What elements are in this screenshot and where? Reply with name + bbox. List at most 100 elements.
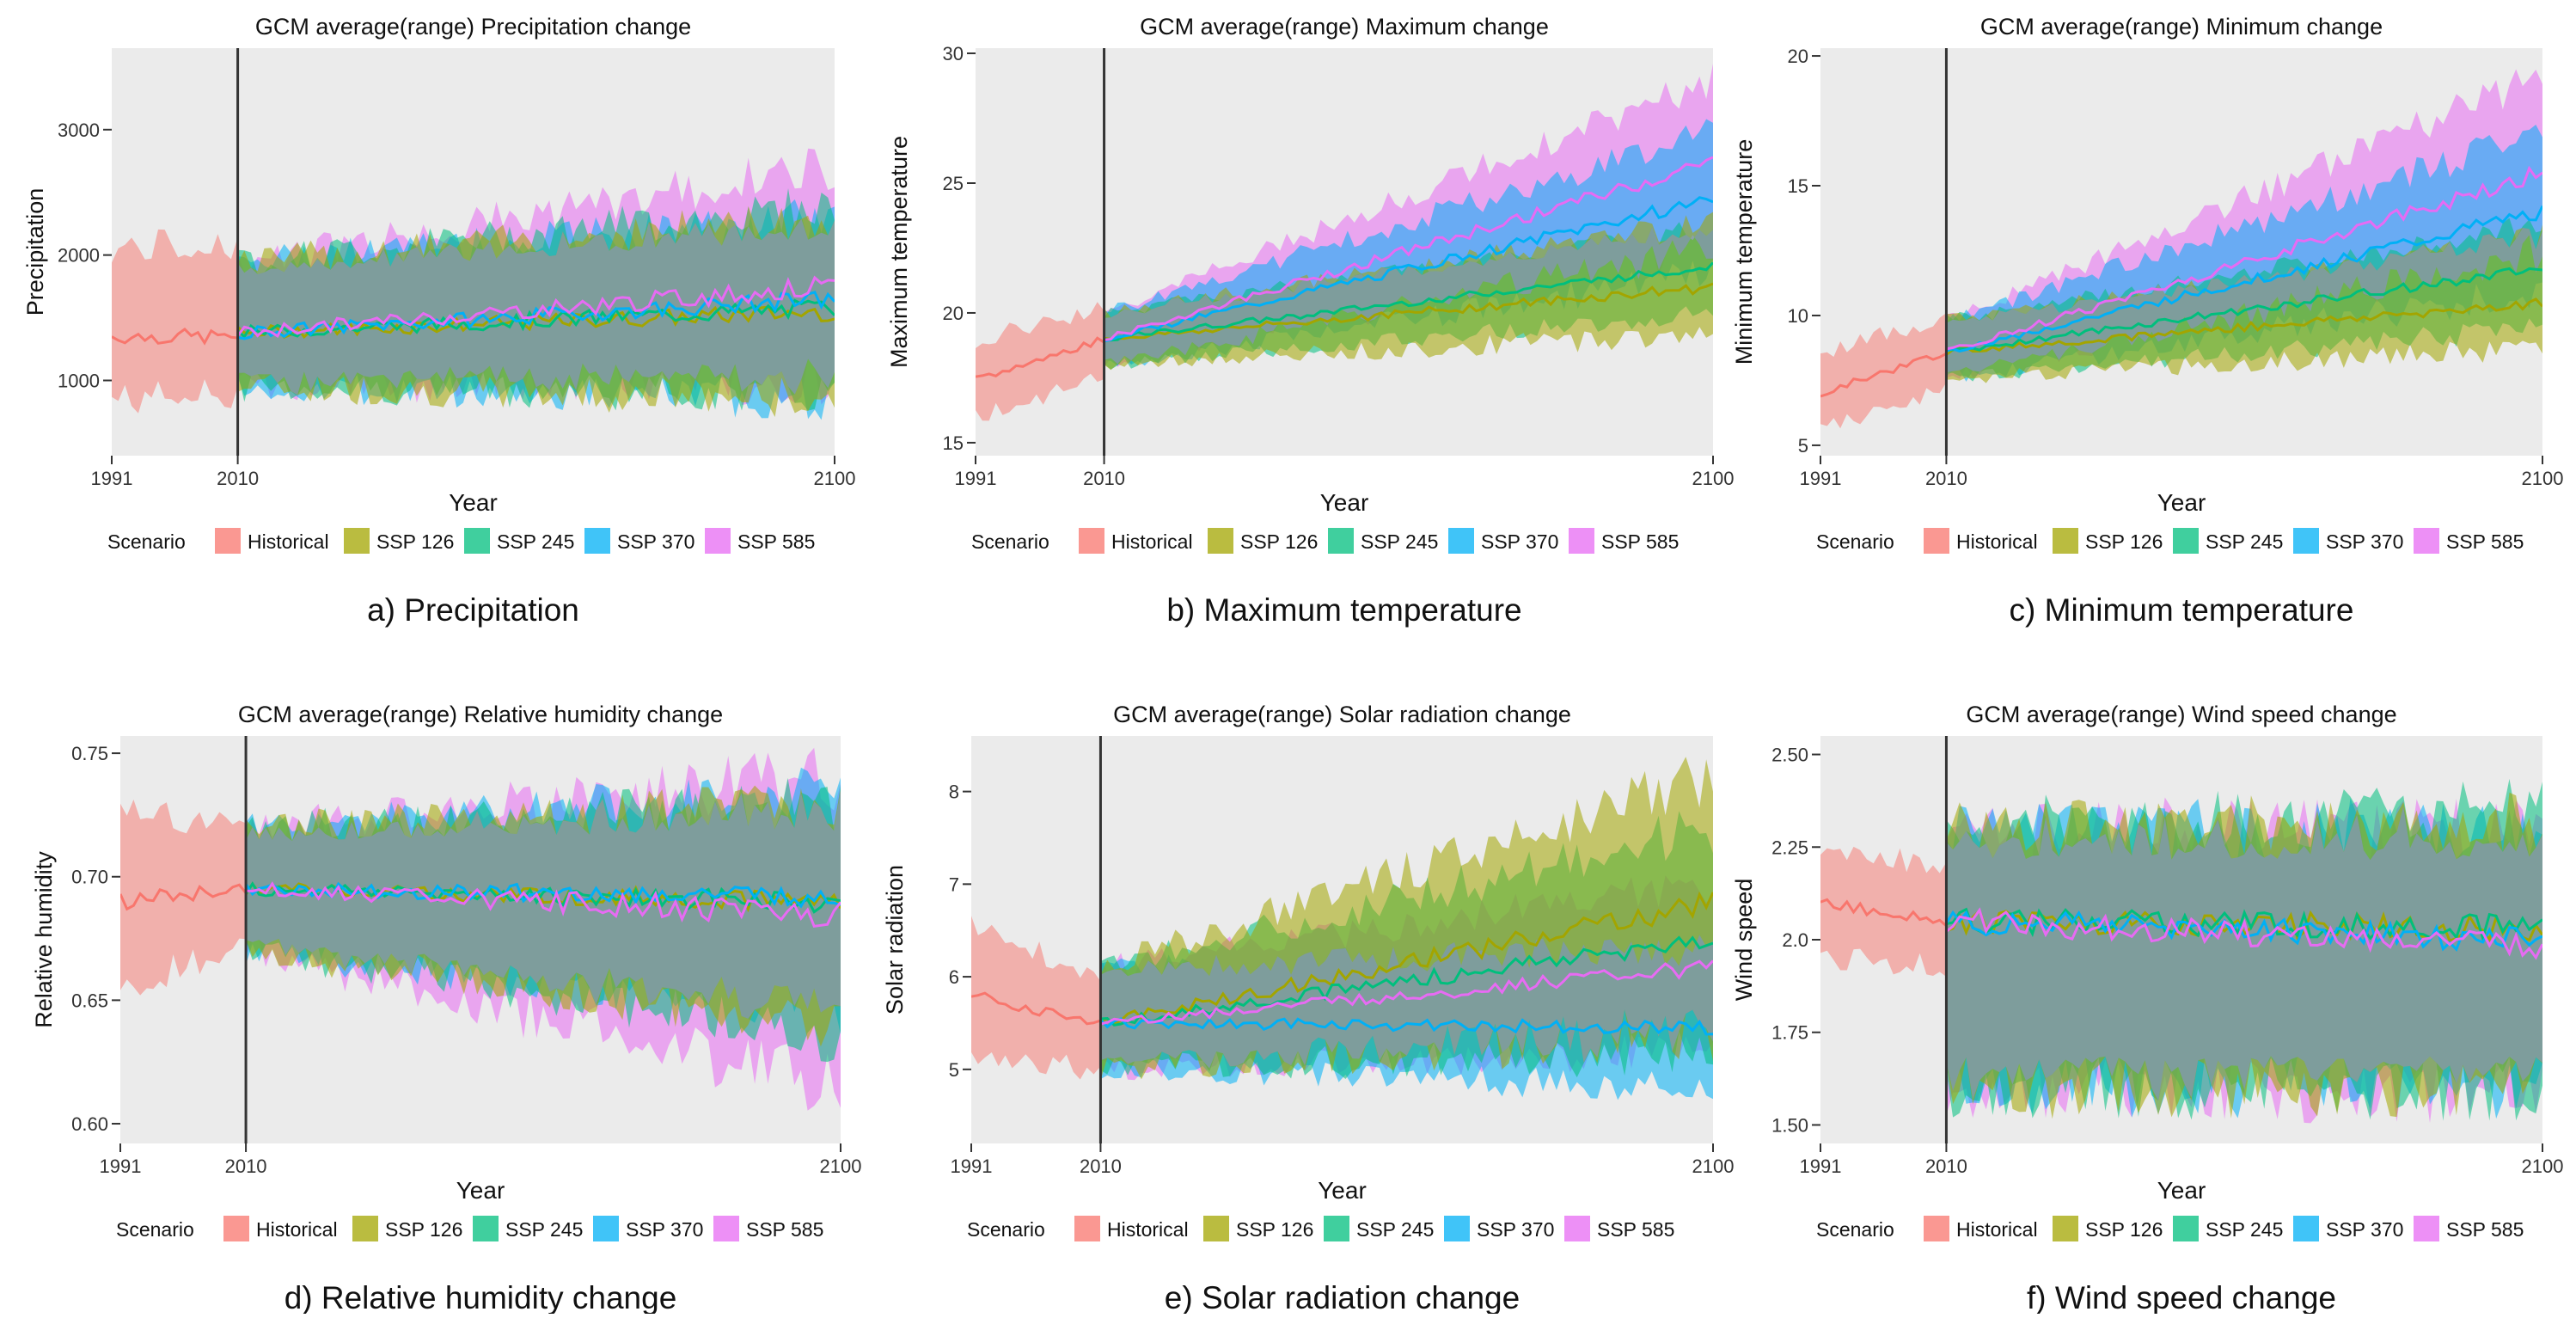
legend-swatch-ssp-245 — [473, 1216, 499, 1241]
x-tick-label: 2010 — [1925, 1156, 1967, 1177]
legend-label-historical: Historical — [248, 530, 329, 553]
mean-line-ssp-370 — [237, 291, 835, 340]
chart-title: GCM average(range) Wind speed change — [1966, 702, 2396, 727]
x-tick-label: 2100 — [1692, 468, 1735, 489]
mean-line-ssp-370 — [244, 881, 841, 909]
panel-a: 1000 2000 3000 1991 2010 2100 GCM average(rang… — [22, 14, 855, 628]
mean-line-ssp-370 — [1104, 196, 1713, 343]
ribbon-overlap — [1100, 935, 1713, 1069]
panel-d: 0.60 0.65 0.70 0.75 1991 2010 2100 GCM average(… — [31, 702, 861, 1315]
legend-title: Scenario — [107, 530, 186, 553]
legend-label-ssp-585: SSP 585 — [2446, 1218, 2524, 1241]
mean-line-ssp-245 — [1946, 267, 2542, 352]
legend-title: Scenario — [967, 1218, 1045, 1241]
y-tick-label: 7 — [949, 874, 959, 895]
panel-f: 1.50 1.75 2.0 2.25 2.50 1991 2010 2100 GCM avera… — [1731, 702, 2564, 1315]
x-axis-label: Year — [1318, 1177, 1367, 1204]
panel-caption: a) Precipitation — [367, 592, 579, 628]
legend-label-historical: Historical — [1111, 530, 1193, 553]
mean-line-historical — [112, 327, 238, 346]
ribbon-overlap — [1946, 228, 2542, 373]
plot-area — [1820, 69, 2542, 429]
y-axis-label: Precipitation — [22, 188, 48, 316]
x-tick-label: 2100 — [2522, 1156, 2564, 1177]
mean-line-ssp-585 — [1100, 959, 1713, 1026]
legend-label-ssp-585: SSP 585 — [2446, 530, 2524, 553]
legend-swatch-ssp-585 — [2414, 528, 2439, 554]
legend-label-historical: Historical — [1956, 530, 2038, 553]
mean-line-historical — [120, 883, 248, 911]
mean-line-historical — [971, 991, 1101, 1026]
x-axis-label: Year — [1320, 489, 1369, 516]
legend-swatch-ssp-245 — [464, 528, 490, 554]
y-tick-label: 0.60 — [71, 1113, 108, 1135]
legend-label-ssp-370: SSP 370 — [626, 1218, 703, 1241]
legend-swatch-ssp-245 — [1324, 1216, 1349, 1241]
y-tick-label: 30 — [943, 43, 964, 64]
legend-swatch-ssp-126 — [2053, 1216, 2078, 1241]
legend-swatch-historical — [1079, 528, 1104, 554]
y-tick-label: 0.65 — [71, 990, 108, 1011]
ribbon-historical — [971, 916, 1101, 1080]
legend-title: Scenario — [971, 530, 1049, 553]
legend-swatch-historical — [1924, 1216, 1949, 1241]
mean-line-ssp-126 — [1945, 297, 2542, 356]
legend-label-ssp-370: SSP 370 — [2326, 1218, 2403, 1241]
y-tick-label: 2.25 — [1771, 837, 1808, 858]
x-tick-label: 1991 — [91, 468, 133, 489]
legend-label-ssp-585: SSP 585 — [1601, 530, 1679, 553]
legend-label-ssp-245: SSP 245 — [1361, 530, 1438, 553]
y-tick-label: 0.75 — [71, 743, 108, 764]
y-tick-label: 0.70 — [71, 867, 108, 888]
legend-swatch-historical — [223, 1216, 249, 1241]
x-tick-label: 2010 — [225, 1156, 267, 1177]
y-tick-label: 1.50 — [1771, 1114, 1808, 1136]
y-tick-label: 5 — [949, 1059, 959, 1081]
y-tick-label: 25 — [943, 173, 964, 194]
plot-area — [120, 747, 841, 1111]
y-tick-label: 5 — [1798, 435, 1808, 457]
mean-line-historical — [976, 336, 1105, 378]
panel-caption: f) Wind speed change — [2027, 1280, 2336, 1314]
legend-label-ssp-245: SSP 245 — [497, 530, 574, 553]
chart-title: GCM average(range) Solar radiation chang… — [1113, 702, 1571, 727]
legend-label-ssp-245: SSP 245 — [2206, 1218, 2283, 1241]
mean-line-ssp-126 — [1104, 282, 1713, 341]
y-tick-label: 1.75 — [1771, 1022, 1808, 1044]
y-axis-label: Solar radiation — [882, 865, 908, 1015]
mean-line-ssp-585 — [1104, 156, 1713, 341]
x-axis-label: Year — [2157, 1177, 2206, 1204]
y-tick-label: 2000 — [58, 245, 100, 267]
legend-swatch-ssp-585 — [1569, 528, 1594, 554]
legend-label-ssp-245: SSP 245 — [1356, 1218, 1434, 1241]
mean-line-ssp-126 — [1100, 891, 1713, 1026]
y-tick-label: 15 — [1788, 175, 1808, 197]
legend-title: Scenario — [116, 1218, 194, 1241]
chart-title: GCM average(range) Relative humidity cha… — [238, 702, 723, 727]
legend-swatch-ssp-126 — [1203, 1216, 1229, 1241]
x-tick-label: 2010 — [1083, 468, 1125, 489]
chart-title: GCM average(range) Maximum change — [1140, 14, 1549, 40]
mean-line-ssp-245 — [1946, 907, 2542, 943]
chart-title: GCM average(range) Minimum change — [1980, 14, 2383, 40]
legend-label-ssp-585: SSP 585 — [737, 530, 815, 553]
legend-swatch-historical — [1924, 528, 1949, 554]
mean-line-ssp-370 — [1099, 1017, 1713, 1036]
legend-swatch-ssp-245 — [2173, 1216, 2199, 1241]
legend-label-ssp-370: SSP 370 — [617, 530, 694, 553]
chart-title: GCM average(range) Precipitation change — [255, 14, 691, 40]
ribbon-historical — [120, 800, 247, 996]
legend-label-ssp-370: SSP 370 — [1477, 1218, 1554, 1241]
panel-caption: d) Relative humidity change — [285, 1280, 677, 1314]
ribbon-overlap — [246, 788, 841, 1019]
plot-area — [976, 64, 1713, 421]
x-tick-label: 1991 — [951, 1156, 993, 1177]
y-tick-label: 3000 — [58, 120, 100, 141]
x-axis-label: Year — [449, 489, 498, 516]
panel-c: 5 10 15 20 1991 2010 2100 GCM average(range) Mi… — [1731, 14, 2563, 628]
y-tick-label: 20 — [943, 303, 964, 324]
ribbon-historical — [976, 302, 1104, 421]
legend-label-ssp-245: SSP 245 — [505, 1218, 583, 1241]
